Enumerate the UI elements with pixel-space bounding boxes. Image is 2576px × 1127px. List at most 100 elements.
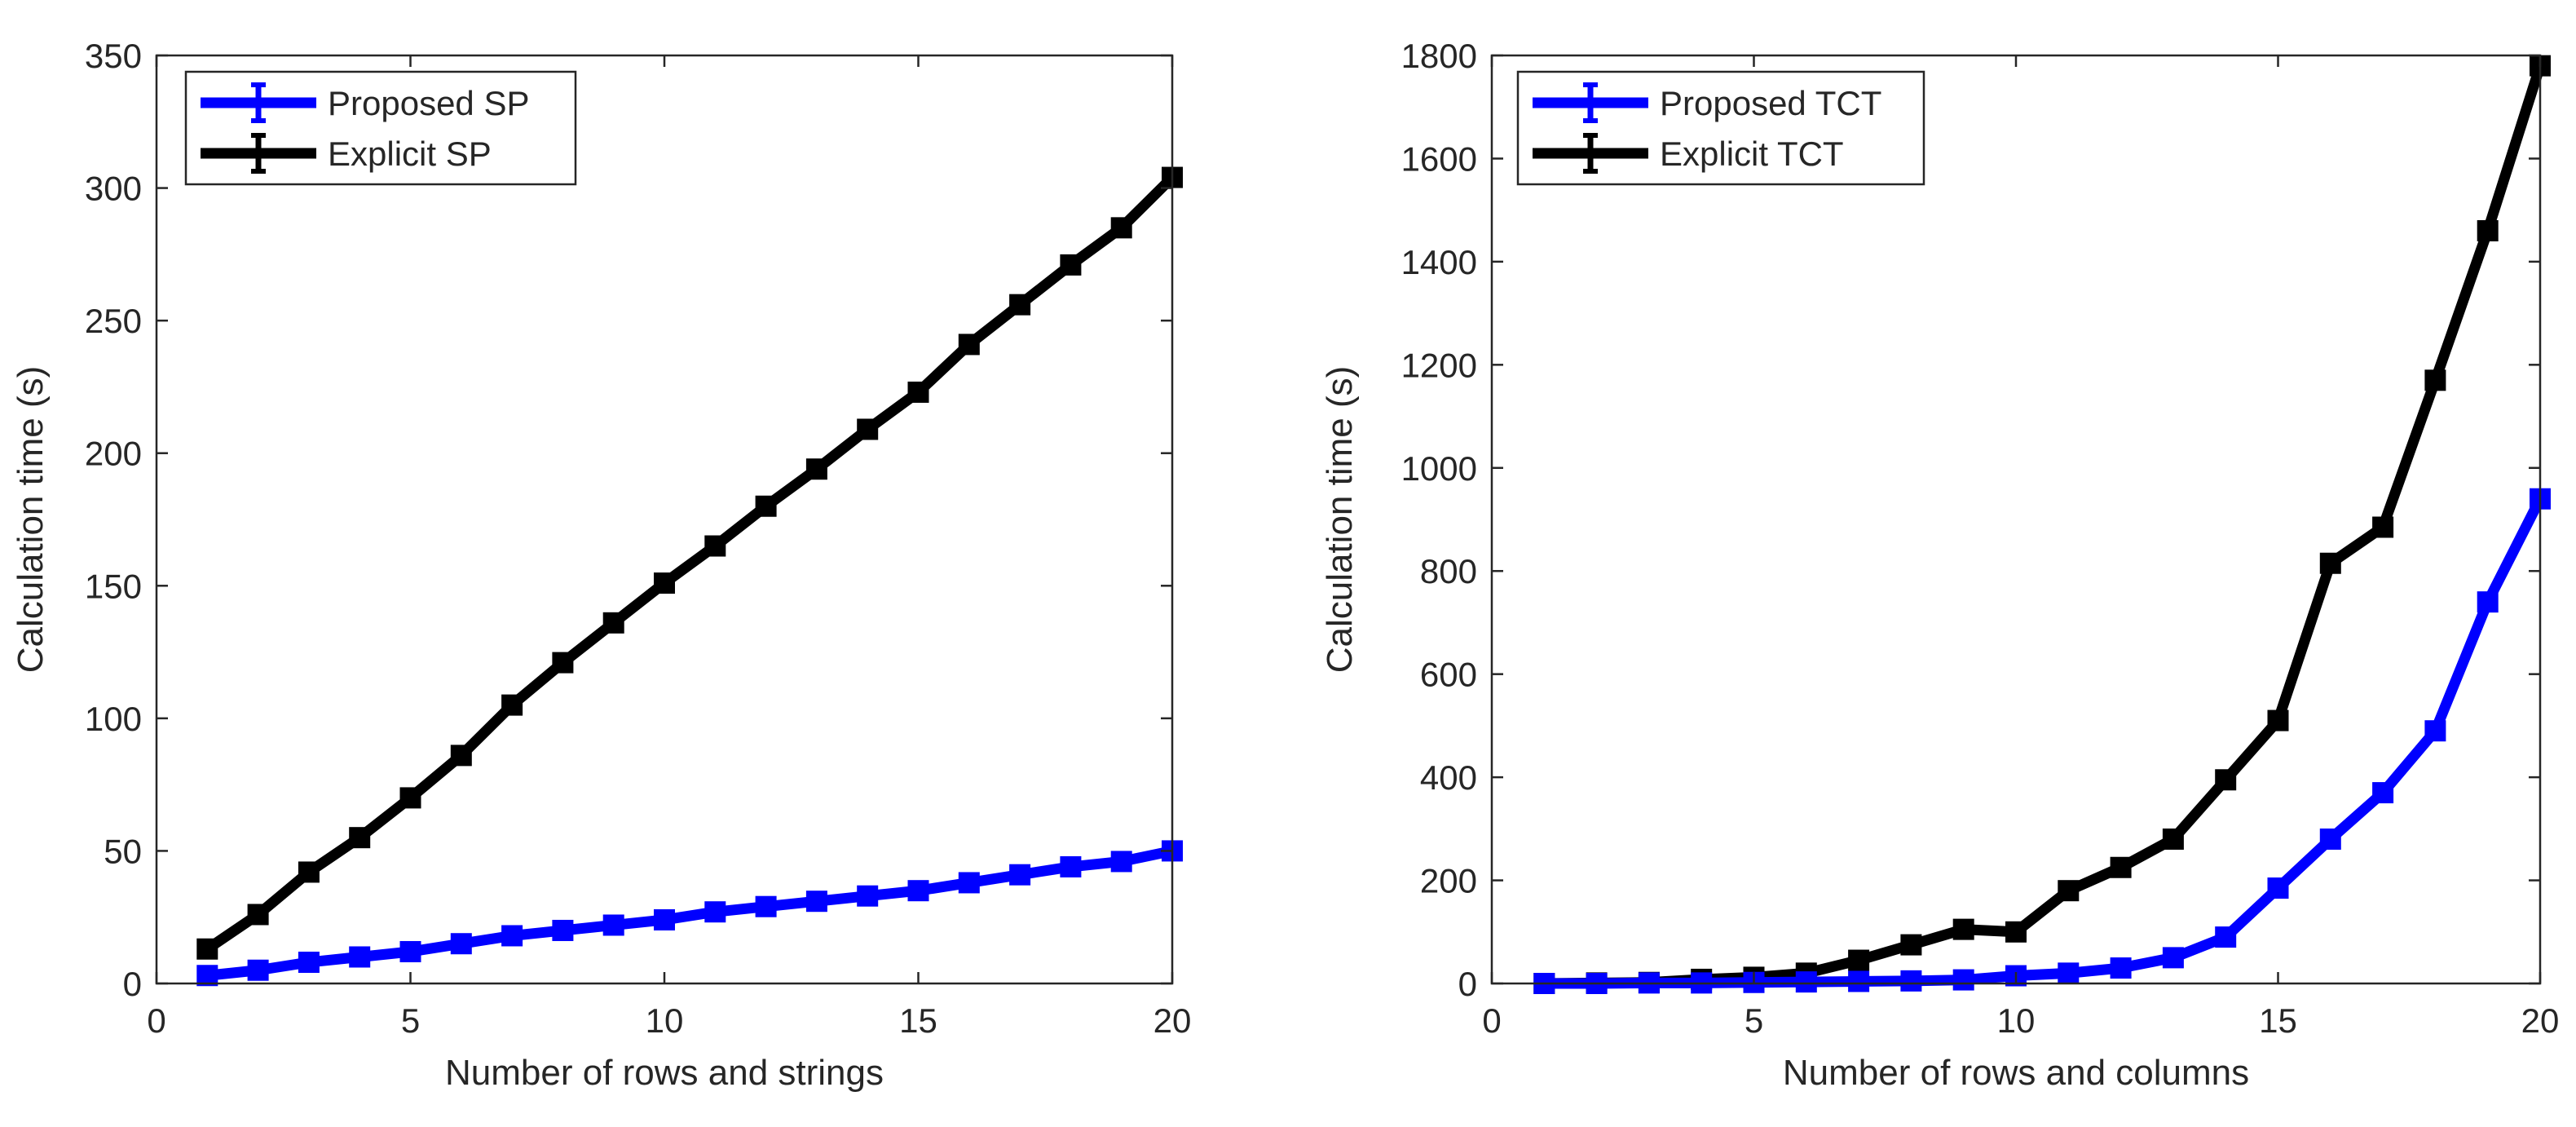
data-point-explicit-sp [450, 745, 472, 767]
data-point-proposed-sp [805, 891, 827, 913]
x-tick-label: 20 [1153, 1001, 1192, 1040]
data-point-proposed-sp [907, 880, 929, 902]
data-point-proposed-tct [1900, 970, 1922, 992]
y-tick-label: 1200 [1401, 346, 1477, 384]
data-point-proposed-sp [704, 901, 726, 923]
data-point-explicit-tct [2005, 921, 2027, 943]
y-tick-label: 50 [104, 832, 142, 870]
data-point-explicit-tct [2267, 709, 2289, 731]
legend-entry-explicit-sp: Explicit SP [201, 133, 492, 174]
chart-sp-y-axis-label: Calculation time (s) [11, 366, 51, 674]
y-tick-label: 150 [85, 567, 142, 605]
data-point-proposed-tct [2319, 828, 2341, 850]
data-point-explicit-tct [2058, 880, 2080, 902]
data-point-proposed-sp [1110, 851, 1132, 873]
data-point-proposed-sp [247, 959, 269, 981]
y-tick-label: 300 [85, 170, 142, 208]
y-tick-label: 250 [85, 302, 142, 340]
legend-entry-explicit-tct: Explicit TCT [1533, 133, 1844, 174]
data-point-explicit-tct [2372, 516, 2394, 538]
data-point-explicit-sp [755, 495, 777, 517]
y-tick-label: 0 [123, 965, 142, 1003]
y-tick-label: 1000 [1401, 449, 1477, 488]
data-point-explicit-tct [2319, 552, 2341, 574]
data-point-proposed-sp [602, 914, 624, 936]
y-tick-label: 350 [85, 37, 142, 75]
data-point-proposed-sp [755, 895, 777, 917]
chart-tct-legend-box [1516, 70, 1925, 186]
x-tick-label: 0 [147, 1001, 165, 1040]
x-tick-label: 10 [646, 1001, 684, 1040]
data-point-explicit-tct [2477, 219, 2499, 241]
y-tick-label: 1400 [1401, 243, 1477, 281]
data-point-explicit-tct [2110, 856, 2132, 878]
data-point-proposed-sp [857, 885, 879, 907]
data-point-explicit-sp [907, 381, 929, 403]
data-point-explicit-sp [805, 458, 827, 480]
data-point-explicit-sp [298, 861, 320, 883]
x-tick-label: 5 [1745, 1001, 1763, 1040]
data-point-explicit-sp [399, 787, 421, 809]
data-point-proposed-sp [450, 933, 472, 955]
data-point-proposed-tct [2162, 947, 2184, 969]
data-point-proposed-sp [298, 951, 320, 973]
data-point-proposed-tct [2477, 591, 2499, 613]
data-point-proposed-sp [1009, 864, 1031, 886]
chart-tct-y-axis-label: Calculation time (s) [1320, 366, 1360, 674]
data-point-explicit-sp [958, 334, 980, 356]
data-point-proposed-tct [2058, 962, 2080, 984]
y-tick-label: 100 [85, 700, 142, 738]
y-tick-label: 0 [1458, 965, 1477, 1003]
legend-entry-proposed-tct: Proposed TCT [1533, 82, 1881, 123]
data-point-explicit-sp [857, 418, 879, 440]
x-tick-label: 15 [899, 1001, 937, 1040]
chart-tct-ticks: 0 5 10 15 2002004006008001000120014001600180… [1401, 37, 2560, 1040]
data-point-explicit-tct [2215, 769, 2237, 791]
y-tick-label: 1600 [1401, 139, 1477, 178]
chart-tct-x-axis-label: Number of rows and columns [1783, 1053, 2249, 1093]
data-point-explicit-sp [1060, 254, 1082, 276]
data-point-explicit-tct [2424, 369, 2446, 391]
data-point-explicit-tct [1848, 949, 1870, 971]
data-point-proposed-sp [552, 919, 574, 941]
data-point-proposed-tct [2215, 926, 2237, 948]
y-tick-label: 1800 [1401, 37, 1477, 75]
data-point-explicit-sp [1110, 217, 1132, 239]
data-point-explicit-sp [1009, 294, 1031, 316]
data-point-explicit-tct [2162, 828, 2184, 850]
x-tick-label: 20 [2521, 1001, 2560, 1040]
data-point-proposed-tct [1952, 969, 1974, 991]
x-tick-label: 10 [1997, 1001, 2036, 1040]
y-tick-label: 400 [1420, 758, 1477, 797]
data-point-explicit-sp [501, 694, 523, 716]
data-point-proposed-tct [2267, 877, 2289, 899]
data-point-proposed-sp [399, 940, 421, 962]
data-point-proposed-sp [958, 872, 980, 894]
chart-sp-x-axis-label: Number of rows and strings [445, 1053, 884, 1093]
data-point-explicit-sp [196, 938, 218, 960]
data-point-explicit-tct [1900, 934, 1922, 956]
y-tick-label: 600 [1420, 656, 1477, 694]
chart-tct-legend: Proposed TCT Explicit TCT [1516, 70, 1925, 186]
data-point-proposed-sp [654, 908, 675, 930]
legend-label-proposed-sp: Proposed SP [328, 84, 530, 122]
x-tick-label: 0 [1482, 1001, 1501, 1040]
x-tick-label: 15 [2259, 1001, 2297, 1040]
chart-sp-legend-box [184, 70, 577, 186]
data-point-explicit-tct [1952, 918, 1974, 940]
data-point-proposed-tct [2424, 720, 2446, 742]
data-point-explicit-sp [247, 904, 269, 926]
y-tick-label: 200 [85, 435, 142, 473]
chart-tct: 0 5 10 15 2002004006008001000120014001600180… [1320, 37, 2559, 1093]
x-tick-label: 5 [401, 1001, 420, 1040]
y-tick-label: 200 [1420, 862, 1477, 900]
data-point-proposed-sp [501, 925, 523, 947]
data-point-explicit-sp [602, 612, 624, 634]
data-point-proposed-tct [2372, 782, 2394, 804]
chart-sp-legend: Proposed SP Explicit SP [184, 70, 577, 186]
data-point-proposed-tct [2110, 957, 2132, 979]
data-point-explicit-sp [654, 572, 675, 594]
data-point-proposed-sp [1060, 855, 1082, 877]
